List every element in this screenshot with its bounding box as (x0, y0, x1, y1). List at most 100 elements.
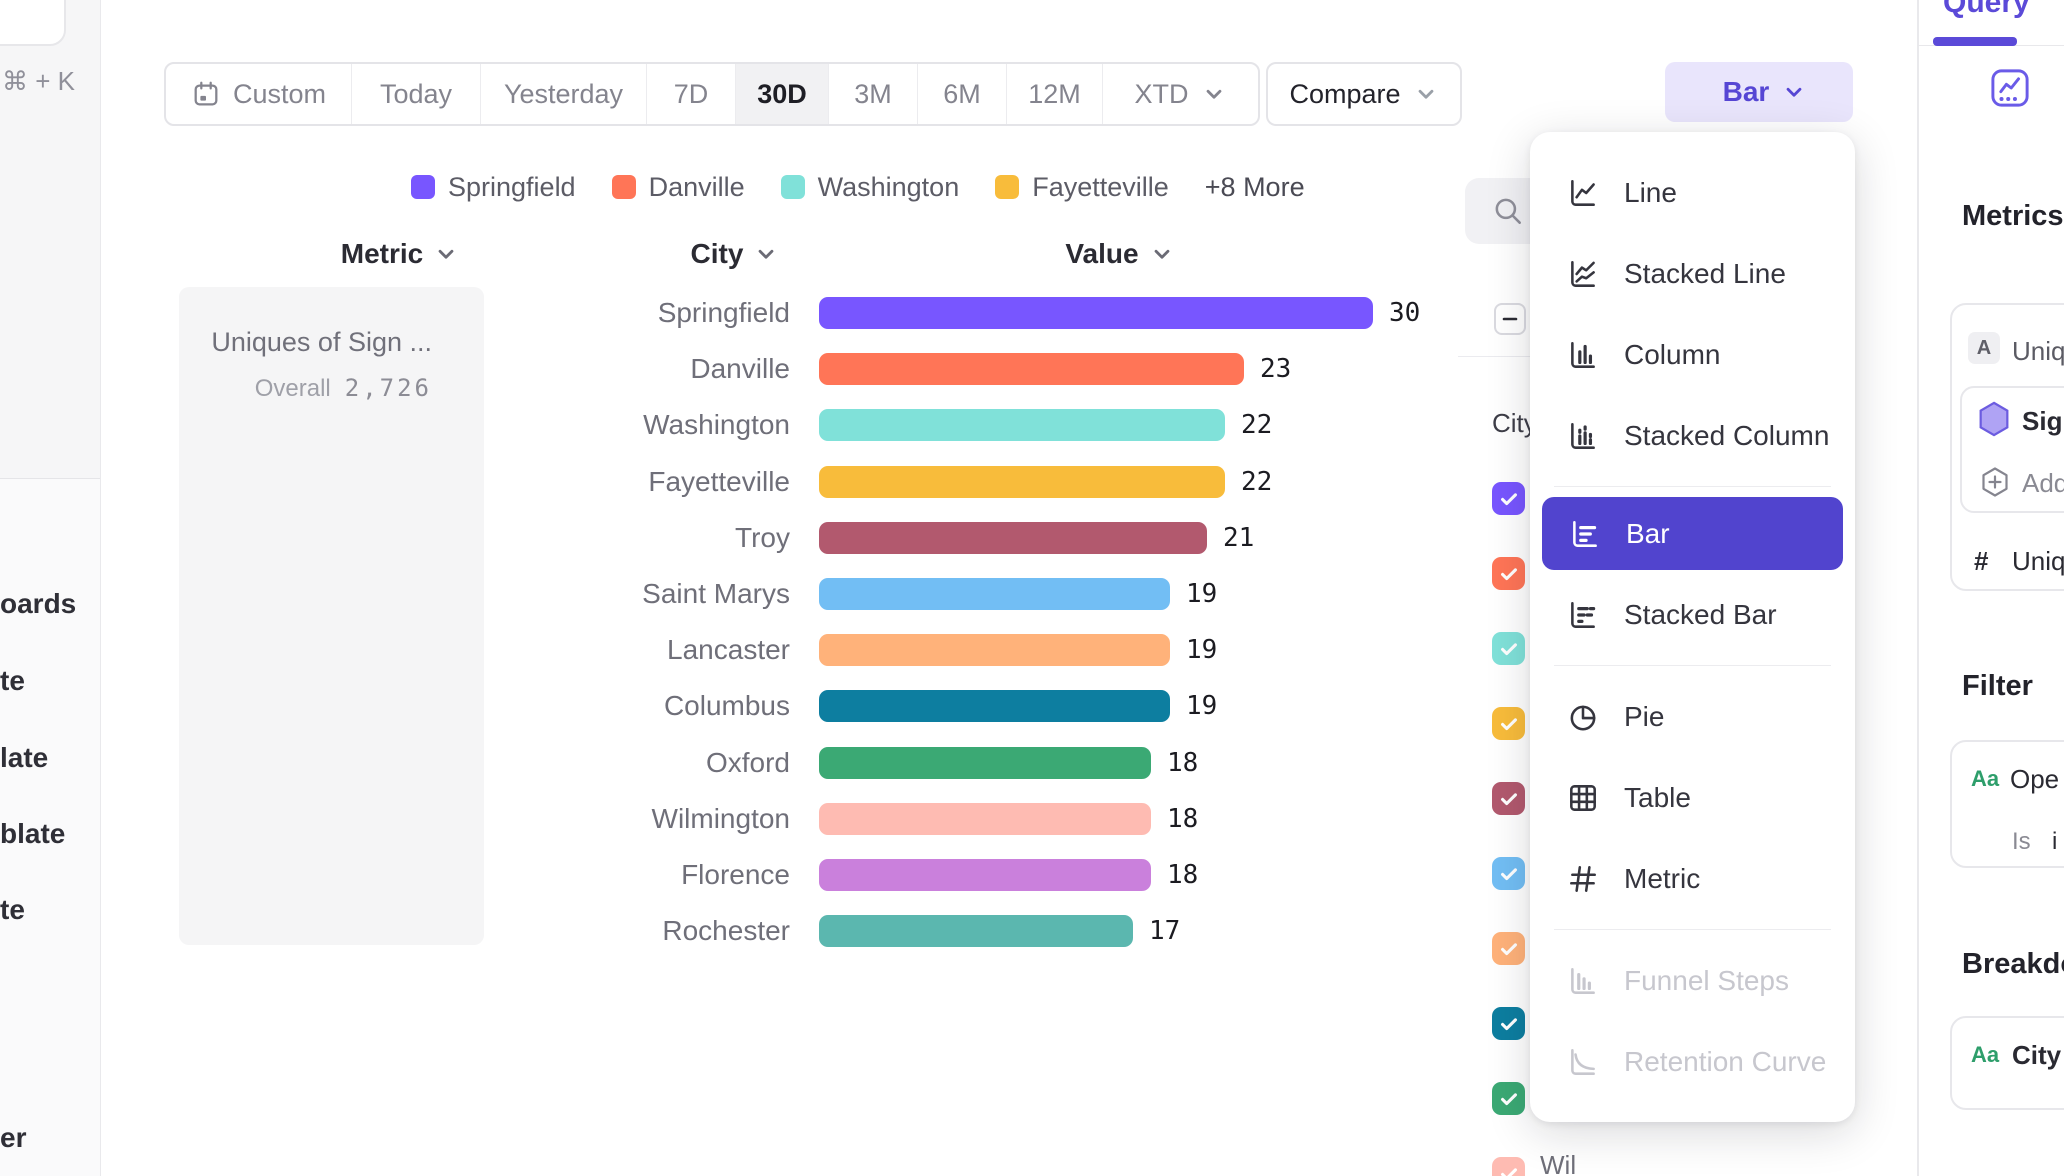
menu-item-bar[interactable]: Bar (1542, 497, 1843, 570)
sidebar-item[interactable]: oards (0, 588, 77, 619)
date-range-yesterday[interactable]: Yesterday (481, 64, 647, 124)
menu-item-line[interactable]: Line (1530, 152, 1855, 233)
bar-lancaster[interactable] (819, 634, 1170, 667)
bar-saint-marys[interactable] (819, 578, 1170, 610)
funnel-steps-icon (1566, 964, 1600, 998)
event-card[interactable] (1960, 386, 2064, 513)
add-hexagon-icon[interactable] (1977, 464, 2013, 500)
metric-title: Uniques of Sign ... (211, 327, 432, 357)
sidebar-item[interactable]: te (0, 665, 25, 696)
chevron-down-icon (1201, 81, 1227, 107)
date-range-label: Today (379, 78, 453, 109)
metric-letter-badge: A (1968, 332, 2000, 364)
series-checkbox[interactable] (1492, 632, 1525, 665)
legend-more[interactable]: +8 More (1204, 171, 1305, 202)
city-label: Washington (643, 409, 790, 441)
series-checkbox[interactable] (1492, 707, 1525, 740)
sidebar-search-box[interactable] (0, 0, 66, 46)
sidebar-item[interactable]: er (0, 1122, 27, 1153)
series-checkbox[interactable] (1492, 1007, 1525, 1040)
series-checkbox[interactable] (1492, 857, 1525, 890)
series-checkbox[interactable] (1492, 1157, 1525, 1176)
date-range-6m[interactable]: 6M (918, 64, 1007, 124)
date-range-7d[interactable]: 7D (647, 64, 736, 124)
select-all-checkbox[interactable] (1494, 303, 1526, 335)
date-range-xtd[interactable]: XTD (1103, 64, 1258, 124)
chart-row: Danville 23 (0, 353, 1450, 386)
sidebar-item[interactable]: te (0, 894, 25, 925)
bar-springfield[interactable] (819, 297, 1373, 329)
menu-item-table[interactable]: Table (1530, 757, 1855, 838)
date-range-today[interactable]: Today (352, 64, 481, 124)
add-row-label[interactable]: Add (2022, 468, 2064, 498)
menu-divider (1554, 486, 1831, 487)
bar-value: 19 (1186, 635, 1218, 666)
city-label: Florence (681, 859, 790, 890)
bar-value: 30 (1389, 298, 1421, 328)
city-label: Columbus (663, 690, 790, 722)
legend-label: Washington (817, 171, 960, 202)
menu-item-column[interactable]: Column (1530, 314, 1855, 395)
bar-washington[interactable] (819, 409, 1225, 442)
series-checkbox[interactable] (1492, 782, 1525, 815)
breakdown-type-badge: Aa (1971, 1042, 2000, 1067)
bar-oxford[interactable] (819, 746, 1151, 779)
menu-item-stacked-bar[interactable]: Stacked Bar (1530, 574, 1855, 655)
sidebar-item[interactable]: blate (0, 818, 66, 849)
bar-value: 18 (1167, 747, 1199, 778)
compare-button[interactable]: Compare (1266, 62, 1462, 126)
calendar-icon (191, 79, 221, 109)
compare-label: Compare (1289, 78, 1401, 109)
legend-swatch (780, 175, 805, 199)
date-range-custom[interactable]: Custom (166, 64, 352, 124)
legend-item[interactable]: Fayetteville (995, 172, 1169, 203)
bar-value: 18 (1167, 860, 1199, 890)
bar-icon (1568, 517, 1602, 551)
menu-item-stacked-column[interactable]: Stacked Column (1530, 395, 1855, 476)
bar-troy[interactable] (819, 521, 1207, 554)
bar-columbus[interactable] (819, 690, 1170, 723)
column-header-city[interactable]: City (640, 238, 830, 270)
menu-item-pie[interactable]: Pie (1530, 676, 1855, 757)
bar-wilmington[interactable] (819, 802, 1151, 835)
unique-row-label[interactable]: Uniqu (2012, 546, 2064, 576)
bar-florence[interactable] (819, 859, 1151, 891)
series-checkbox[interactable] (1492, 1082, 1525, 1115)
column-header-value[interactable]: Value (1020, 238, 1220, 270)
chart-row: Springfield 30 (0, 297, 1450, 329)
city-label: Danville (690, 353, 790, 385)
series-checkbox[interactable] (1492, 482, 1525, 515)
bar-rochester[interactable] (819, 915, 1133, 948)
date-range-3m[interactable]: 3M (829, 64, 918, 124)
chevron-down-icon (433, 241, 459, 267)
legend-item[interactable]: Springfield (411, 172, 576, 203)
bar-value: 23 (1260, 354, 1292, 385)
menu-item-label: Column (1624, 338, 1721, 370)
tab-query[interactable]: Query (1943, 0, 2030, 19)
filter-operator[interactable]: Is (2012, 828, 2031, 855)
menu-item-metric[interactable]: Metric (1530, 838, 1855, 919)
date-range-12m[interactable]: 12M (1007, 64, 1103, 124)
metric-card[interactable]: Uniques of Sign ... Overall 2,726 (179, 287, 484, 945)
menu-item-stacked-line[interactable]: Stacked Line (1530, 233, 1855, 314)
filter-value[interactable]: i (2052, 828, 2058, 855)
breakdown-card[interactable] (1950, 1016, 2064, 1110)
sidebar-item[interactable]: late (0, 742, 49, 773)
series-checkbox[interactable] (1492, 932, 1525, 965)
column-header-metric[interactable]: Metric (300, 238, 500, 270)
legend-item[interactable]: Washington (780, 171, 960, 203)
chart-type-button[interactable]: Bar (1665, 62, 1853, 122)
filter-heading: Filter (1962, 670, 2033, 702)
date-range-label: 30D (757, 78, 807, 109)
bar-danville[interactable] (819, 353, 1244, 386)
chart-row: Florence 18 (0, 859, 1450, 891)
metric-icon (1566, 862, 1600, 896)
city-label: Wilmington (651, 802, 790, 834)
legend-item[interactable]: Danville (611, 172, 745, 203)
series-checkbox[interactable] (1492, 557, 1525, 590)
metric-overall-value: 2,726 (344, 374, 432, 402)
bar-fayetteville[interactable] (819, 465, 1225, 498)
date-range-30d[interactable]: 30D (736, 64, 829, 124)
metrics-heading: Metrics (1962, 200, 2064, 232)
filter-card[interactable] (1950, 740, 2064, 868)
